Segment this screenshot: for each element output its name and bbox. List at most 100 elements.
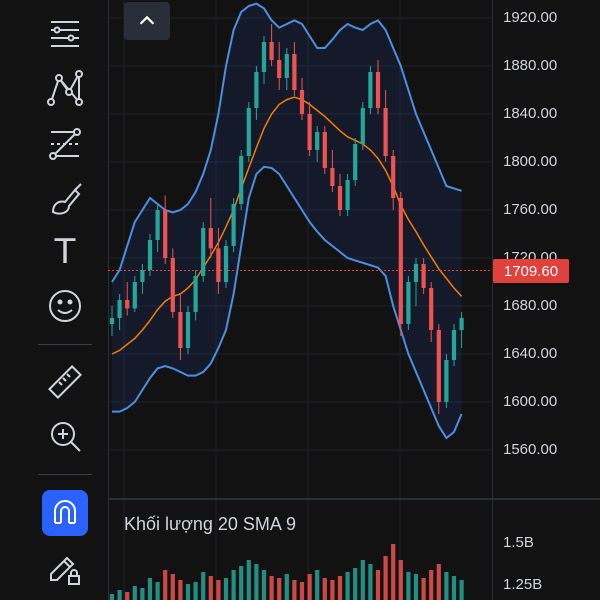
volume-bar	[315, 570, 320, 600]
candle-body	[383, 108, 388, 156]
candle-body	[269, 42, 274, 60]
volume-bar	[284, 574, 289, 600]
candle	[398, 192, 403, 336]
volume-bar	[406, 572, 411, 600]
price-label: 1800.00	[503, 153, 558, 170]
candle-body	[292, 54, 297, 90]
volume-bar	[330, 580, 335, 600]
candle	[208, 198, 213, 258]
candle	[246, 102, 251, 162]
chevron-up-icon	[139, 15, 155, 25]
price-label: 1920.00	[503, 9, 558, 26]
menu-lines-icon[interactable]	[38, 12, 92, 56]
fib-lines-icon[interactable]	[38, 122, 92, 166]
volume-bar	[147, 578, 153, 600]
volume-legend[interactable]: Khối lượng 20 SMA 9	[124, 514, 296, 534]
lock-drawings-icon[interactable]	[38, 546, 92, 590]
candle-body	[140, 270, 145, 282]
candle-body	[261, 42, 267, 72]
pattern-nodes-icon[interactable]	[38, 66, 92, 110]
ruler-icon[interactable]	[38, 360, 92, 404]
volume-bar	[421, 578, 426, 600]
candle	[163, 195, 168, 264]
collapse-button[interactable]	[124, 2, 170, 40]
volume-bar	[109, 594, 115, 600]
candle	[201, 222, 206, 282]
brush-icon[interactable]	[38, 178, 92, 222]
volume-bar	[345, 572, 350, 600]
candle-body	[299, 90, 305, 114]
volume-bar	[125, 592, 130, 600]
candle-body	[147, 240, 153, 270]
candle	[360, 102, 365, 150]
drawing-toolbar: T	[0, 0, 109, 600]
volume-bar	[208, 576, 213, 600]
candle-body	[284, 54, 289, 78]
candle-body	[109, 318, 115, 324]
candle-body	[353, 144, 358, 180]
zoom-in-icon[interactable]	[38, 414, 92, 458]
candle-body	[201, 228, 206, 276]
candle-body	[163, 210, 168, 258]
magnet-icon[interactable]	[42, 490, 88, 536]
candle	[459, 312, 464, 348]
volume-bar	[429, 570, 434, 600]
candle	[155, 204, 160, 252]
candle-body	[208, 228, 213, 249]
candle	[147, 234, 153, 276]
candle	[231, 198, 236, 252]
volume-bar	[368, 564, 373, 600]
candle-body	[239, 156, 244, 204]
pane-divider[interactable]	[108, 498, 600, 500]
chart-area[interactable]	[108, 0, 492, 600]
volume-bar	[193, 582, 198, 600]
volume-bar	[360, 560, 365, 600]
volume-bar	[155, 582, 160, 600]
candle-body	[231, 204, 236, 246]
volume-bar	[337, 576, 343, 600]
candle	[330, 150, 335, 192]
candle	[383, 90, 388, 162]
candle-body	[193, 276, 198, 312]
volume-bar	[451, 576, 457, 600]
candle-body	[125, 300, 130, 309]
candle	[193, 270, 198, 321]
emoji-icon[interactable]	[38, 284, 92, 328]
candle	[277, 42, 282, 90]
candle-body	[451, 330, 457, 360]
bollinger-lower-line	[112, 165, 463, 440]
candle	[368, 66, 373, 114]
volume-bar	[216, 580, 221, 600]
candle-body	[254, 72, 259, 108]
candle	[185, 306, 191, 354]
candle-body	[246, 108, 251, 156]
volume-bar	[322, 578, 327, 600]
candle-body	[368, 72, 373, 108]
volume-bar	[299, 582, 305, 600]
price-chart[interactable]	[108, 0, 492, 600]
text-tool-icon[interactable]: T	[54, 232, 76, 272]
volume-bar	[246, 560, 251, 600]
toolbar-separator	[38, 344, 92, 345]
candle	[292, 42, 297, 96]
volume-bar	[239, 566, 244, 600]
candle-body	[307, 114, 312, 150]
toolbar-separator	[38, 474, 92, 475]
candle-body	[345, 180, 350, 210]
price-scale[interactable]: 1920.00 1880.00 1840.00 1800.00 1760.00 …	[492, 0, 600, 600]
candle	[178, 294, 183, 360]
volume-bar	[223, 578, 229, 600]
bollinger-band-fill	[112, 3, 462, 438]
sma-line	[111, 96, 463, 355]
volume-bar	[261, 570, 267, 600]
volume-bar	[277, 578, 282, 600]
volume-scale-label: 1.25B	[503, 576, 543, 593]
candle-body	[132, 282, 137, 309]
volume-bar	[269, 576, 274, 600]
price-label: 1880.00	[503, 57, 558, 74]
candle-body	[375, 72, 381, 108]
bollinger-upper-line	[111, 2, 462, 283]
volume-bar	[231, 570, 236, 600]
volume-bar	[178, 580, 183, 600]
candle	[284, 48, 289, 90]
